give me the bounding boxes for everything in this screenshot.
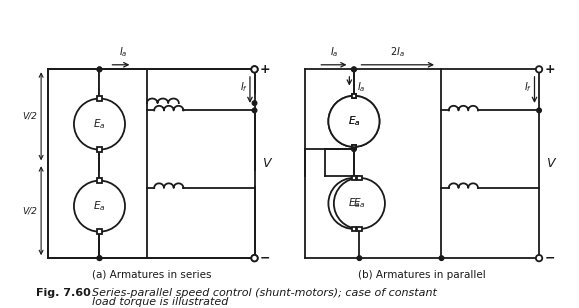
Text: V/2: V/2: [23, 112, 38, 121]
Bar: [357, 176, 362, 180]
Circle shape: [351, 67, 356, 72]
Bar: [357, 227, 362, 231]
Text: $E_a$: $E_a$: [347, 115, 360, 128]
Text: load torque is illustrated: load torque is illustrated: [92, 297, 229, 307]
Circle shape: [251, 255, 258, 261]
Text: $I_f$: $I_f$: [524, 80, 532, 94]
Bar: [351, 227, 356, 231]
Text: V: V: [262, 157, 270, 170]
Bar: [351, 94, 356, 98]
Text: Series-parallel speed control (shunt-motors); case of constant: Series-parallel speed control (shunt-mot…: [92, 288, 437, 298]
Circle shape: [537, 108, 541, 113]
Circle shape: [328, 178, 379, 229]
Circle shape: [439, 256, 444, 261]
Text: V: V: [547, 157, 555, 170]
Bar: [97, 178, 102, 183]
Text: −: −: [260, 252, 270, 265]
Circle shape: [251, 66, 258, 73]
Bar: [97, 229, 102, 234]
Circle shape: [351, 67, 356, 72]
Text: $I_a$: $I_a$: [329, 46, 338, 59]
Circle shape: [97, 256, 102, 261]
Bar: [97, 96, 102, 101]
Circle shape: [351, 147, 356, 152]
Text: $E_a$: $E_a$: [93, 199, 106, 213]
Text: +: +: [260, 63, 270, 76]
Circle shape: [97, 67, 102, 72]
Text: +: +: [544, 63, 555, 76]
Text: −: −: [544, 252, 555, 265]
Circle shape: [252, 101, 257, 105]
Text: $E_a$: $E_a$: [93, 117, 106, 131]
Text: $I_f$: $I_f$: [240, 80, 248, 94]
Circle shape: [328, 96, 379, 147]
Bar: [351, 144, 356, 149]
Text: V/2: V/2: [23, 206, 38, 215]
Bar: [351, 176, 356, 180]
Circle shape: [97, 67, 102, 72]
Circle shape: [97, 256, 102, 261]
Bar: [351, 144, 356, 149]
Circle shape: [536, 66, 543, 73]
Text: Fig. 7.60: Fig. 7.60: [36, 288, 90, 298]
Circle shape: [74, 180, 125, 232]
Circle shape: [74, 99, 125, 150]
Circle shape: [334, 178, 385, 229]
Circle shape: [251, 66, 258, 73]
Text: $E_a$: $E_a$: [347, 197, 360, 210]
Text: (a) Armatures in series: (a) Armatures in series: [91, 270, 211, 280]
Text: $E_a$: $E_a$: [347, 115, 360, 128]
Text: $E_a$: $E_a$: [353, 197, 366, 210]
Circle shape: [357, 256, 362, 261]
Text: (b) Armatures in parallel: (b) Armatures in parallel: [358, 270, 486, 280]
Bar: [351, 94, 356, 98]
Circle shape: [252, 108, 257, 113]
Circle shape: [536, 255, 543, 261]
Circle shape: [328, 96, 379, 147]
Circle shape: [251, 255, 258, 261]
Text: $I_a$: $I_a$: [357, 80, 365, 94]
Text: $2I_a$: $2I_a$: [390, 46, 405, 59]
Text: $I_a$: $I_a$: [119, 46, 127, 59]
Bar: [97, 147, 102, 152]
